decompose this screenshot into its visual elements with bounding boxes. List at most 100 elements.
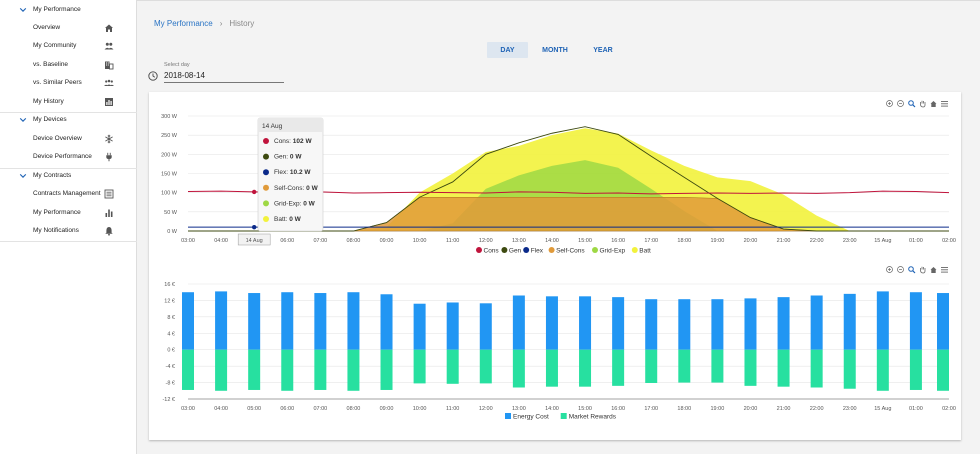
y-tick-label: 100 W xyxy=(161,191,178,197)
bar-energy-cost xyxy=(545,296,558,350)
legend-item-energy-cost[interactable]: Energy Cost xyxy=(505,413,549,421)
sidebar-item-vs-similar-peers[interactable]: vs. Similar Peers xyxy=(0,76,137,90)
zoom-in-icon[interactable] xyxy=(886,100,893,107)
sidebar-item-device-overview[interactable]: Device Overview xyxy=(0,132,137,146)
x-tick-label: 01:00 xyxy=(909,238,923,244)
x-tick-label: 14:00 xyxy=(545,406,559,412)
breadcrumb-link-my-performance[interactable]: My Performance xyxy=(154,19,213,28)
bar-energy-cost xyxy=(579,296,592,350)
x-tick-label: 07:00 xyxy=(313,238,327,244)
power-chart-toolbar xyxy=(886,100,948,108)
bar-energy-cost xyxy=(446,302,459,350)
x-tick-label: 16:00 xyxy=(611,238,625,244)
menu-icon[interactable] xyxy=(941,267,948,273)
bar-market-rewards xyxy=(909,349,922,390)
sidebar-section-my-contracts[interactable]: My Contracts xyxy=(0,169,137,183)
sidebar-item-contracts-management[interactable]: Contracts Management xyxy=(0,187,137,201)
date-picker[interactable]: Select day 2018-08-14 xyxy=(148,61,288,83)
x-tick-label: 02:00 xyxy=(942,238,956,244)
svg-text:Batt: 0 W: Batt: 0 W xyxy=(274,216,302,223)
hover-marker-cons xyxy=(251,189,257,195)
y-tick-label: 0 W xyxy=(167,229,178,235)
bar-energy-cost xyxy=(777,297,790,350)
bar-market-rewards xyxy=(612,349,625,386)
bar-energy-cost xyxy=(512,295,525,350)
peers-icon xyxy=(104,79,114,86)
sidebar-section-my-devices[interactable]: My Devices xyxy=(0,113,137,127)
legend-item-flex[interactable]: Flex xyxy=(523,247,544,255)
pan-hand-icon[interactable] xyxy=(920,100,926,108)
pan-hand-icon[interactable] xyxy=(920,266,926,274)
tooltip-title: 14 Aug xyxy=(262,123,283,130)
chevron-down-icon xyxy=(19,8,27,12)
hover-marker-flex xyxy=(251,224,257,230)
x-tick-label: 07:00 xyxy=(313,406,327,412)
magnifier-icon[interactable] xyxy=(908,266,916,274)
date-input-underline xyxy=(164,82,284,83)
sidebar-item-my-performance[interactable]: My Performance xyxy=(0,206,137,220)
legend-item-grid-exp[interactable]: Grid-Exp xyxy=(592,247,626,255)
sidebar-item-vs-baseline[interactable]: vs. Baseline xyxy=(0,58,137,72)
y-tick-label: 8 € xyxy=(167,315,175,321)
menu-icon[interactable] xyxy=(941,101,948,107)
bar-market-rewards xyxy=(182,349,194,390)
x-tick-label: 15 Aug xyxy=(874,238,891,244)
bar-energy-cost xyxy=(843,293,856,350)
legend-item-gen[interactable]: Gen xyxy=(501,247,522,255)
x-tick-label: 03:00 xyxy=(181,238,195,244)
sidebar-item-label: vs. Similar Peers xyxy=(33,79,82,86)
history-chart-icon xyxy=(105,98,113,106)
x-tick-label: 12:00 xyxy=(479,406,493,412)
y-tick-label: 16 € xyxy=(164,282,175,288)
sidebar-item-label: vs. Baseline xyxy=(33,61,69,68)
cost-chart-legend: Energy Cost Market Rewards xyxy=(505,413,617,421)
tooltip-row-grid-exp: Grid-Exp: 0 W xyxy=(263,200,316,207)
legend-item-cons[interactable]: Cons xyxy=(476,247,499,255)
zoom-in-icon[interactable] xyxy=(886,266,893,273)
svg-text:Self-Cons: 0 W: Self-Cons: 0 W xyxy=(274,185,319,192)
tab-year[interactable]: YEAR xyxy=(593,46,613,54)
tab-day[interactable]: DAY xyxy=(487,42,528,58)
sidebar-item-my-history[interactable]: My History xyxy=(0,95,137,109)
x-tick-label: 23:00 xyxy=(843,238,857,244)
bar-energy-cost xyxy=(215,291,228,350)
bar-market-rewards xyxy=(479,349,492,384)
sidebar-section-my-performance[interactable]: My Performance xyxy=(0,3,137,17)
svg-text:Grid-Exp: 0 W: Grid-Exp: 0 W xyxy=(274,200,316,207)
date-input[interactable]: 2018-08-14 xyxy=(164,71,205,80)
tab-month[interactable]: MONTH xyxy=(542,46,568,54)
bar-energy-cost xyxy=(810,295,823,350)
sidebar-item-my-community[interactable]: My Community xyxy=(0,39,137,53)
zoom-out-icon[interactable] xyxy=(897,266,904,273)
x-tick-label: 22:00 xyxy=(810,406,824,412)
bar-market-rewards xyxy=(579,349,592,387)
magnifier-icon[interactable] xyxy=(908,100,916,108)
x-tick-label: 06:00 xyxy=(280,406,294,412)
tooltip-row-flex: Flex: 10.2 W xyxy=(263,169,311,176)
sidebar-item-overview[interactable]: Overview xyxy=(0,21,137,35)
bar-market-rewards xyxy=(545,349,558,387)
reset-home-icon[interactable] xyxy=(930,101,937,107)
sidebar: My Performance Overview My Community vs.… xyxy=(0,0,137,454)
zoom-out-icon[interactable] xyxy=(897,100,904,107)
svg-text:Gen: Gen xyxy=(509,248,522,255)
chart-card: 0 W 50 W 100 W 150 W 200 W 250 W 300 W 03:00 04… xyxy=(149,92,961,440)
bar-market-rewards xyxy=(281,349,294,391)
x-tick-label: 16:00 xyxy=(611,406,625,412)
sidebar-item-my-notifications[interactable]: My Notifications xyxy=(0,224,137,238)
x-tick-label: 08:00 xyxy=(347,238,361,244)
reset-home-icon[interactable] xyxy=(930,267,937,273)
cost-chart-toolbar xyxy=(886,266,948,274)
legend-item-self-cons[interactable]: Self-Cons xyxy=(548,247,586,255)
bar-market-rewards xyxy=(645,349,658,383)
legend-item-market-rewards[interactable]: Market Rewards xyxy=(560,413,617,421)
x-tick-label: 18:00 xyxy=(677,406,691,412)
x-tick-label: 02:00 xyxy=(942,406,956,412)
sidebar-item-label: Device Performance xyxy=(33,153,92,160)
bar-energy-cost xyxy=(612,297,625,350)
cost-chart-bars xyxy=(182,291,949,391)
sidebar-item-device-performance[interactable]: Device Performance xyxy=(0,150,137,164)
x-tick-label: 21:00 xyxy=(777,238,791,244)
sidebar-divider xyxy=(0,112,137,113)
legend-item-batt[interactable]: Batt xyxy=(631,247,651,255)
